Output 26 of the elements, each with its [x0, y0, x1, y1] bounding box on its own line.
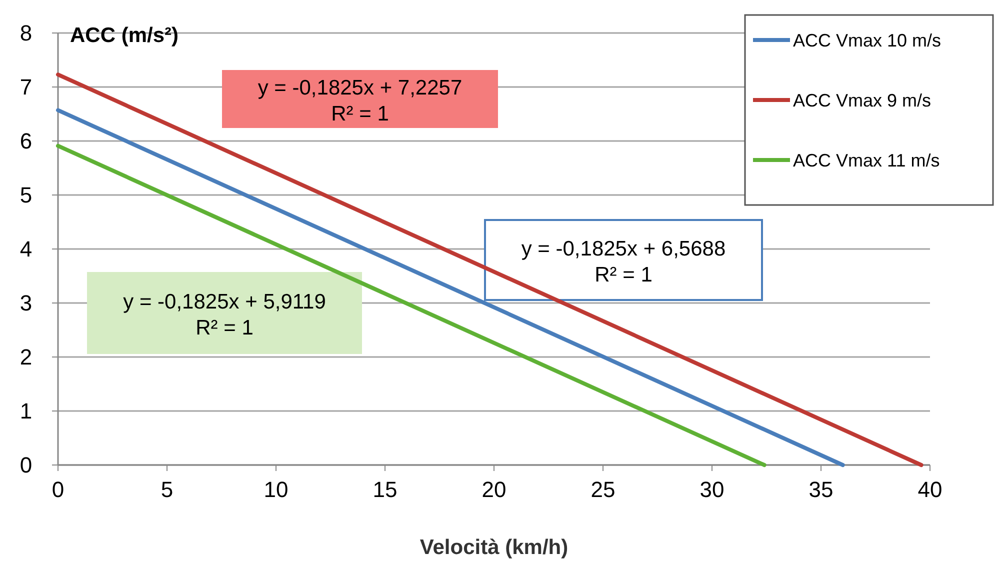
y-tick-label: 2	[20, 344, 32, 370]
legend-label: ACC Vmax 10 m/s	[793, 30, 942, 50]
legend-label: ACC Vmax 9 m/s	[793, 90, 932, 110]
x-tick-label: 35	[808, 477, 834, 502]
x-tick-label: 15	[372, 477, 398, 502]
x-axis-title: Velocità (km/h)	[420, 536, 568, 559]
y-tick-label: 3	[20, 290, 32, 316]
annotation: y = -0,1825x + 6,5688 R² = 1	[521, 237, 726, 286]
y-tick-label: 0	[20, 452, 32, 478]
y-tick-label: 6	[20, 128, 32, 154]
annotation: y = -0,1825x + 5,9119 R² = 1	[123, 290, 326, 340]
y-tick-label: 7	[20, 74, 32, 100]
x-tick-label: 10	[264, 477, 288, 502]
legend-label: ACC Vmax 11 m/s	[793, 150, 940, 170]
y-tick-label: 5	[20, 182, 32, 208]
x-tick-label: 30	[700, 477, 724, 502]
x-tick-label: 20	[482, 477, 506, 502]
x-tick-label: 0	[52, 477, 64, 502]
annotation: y = -0,1825x + 7,2257 R² = 1	[258, 76, 462, 126]
y-tick-label: 8	[20, 20, 32, 46]
y-tick-label: 1	[20, 398, 32, 424]
x-tick-label: 40	[918, 477, 942, 502]
y-tick-label: 4	[20, 236, 32, 262]
x-tick-label: 5	[160, 477, 174, 502]
y-axis-title: ACC (m/s²)	[70, 24, 178, 47]
x-tick-label: 25	[590, 477, 616, 502]
